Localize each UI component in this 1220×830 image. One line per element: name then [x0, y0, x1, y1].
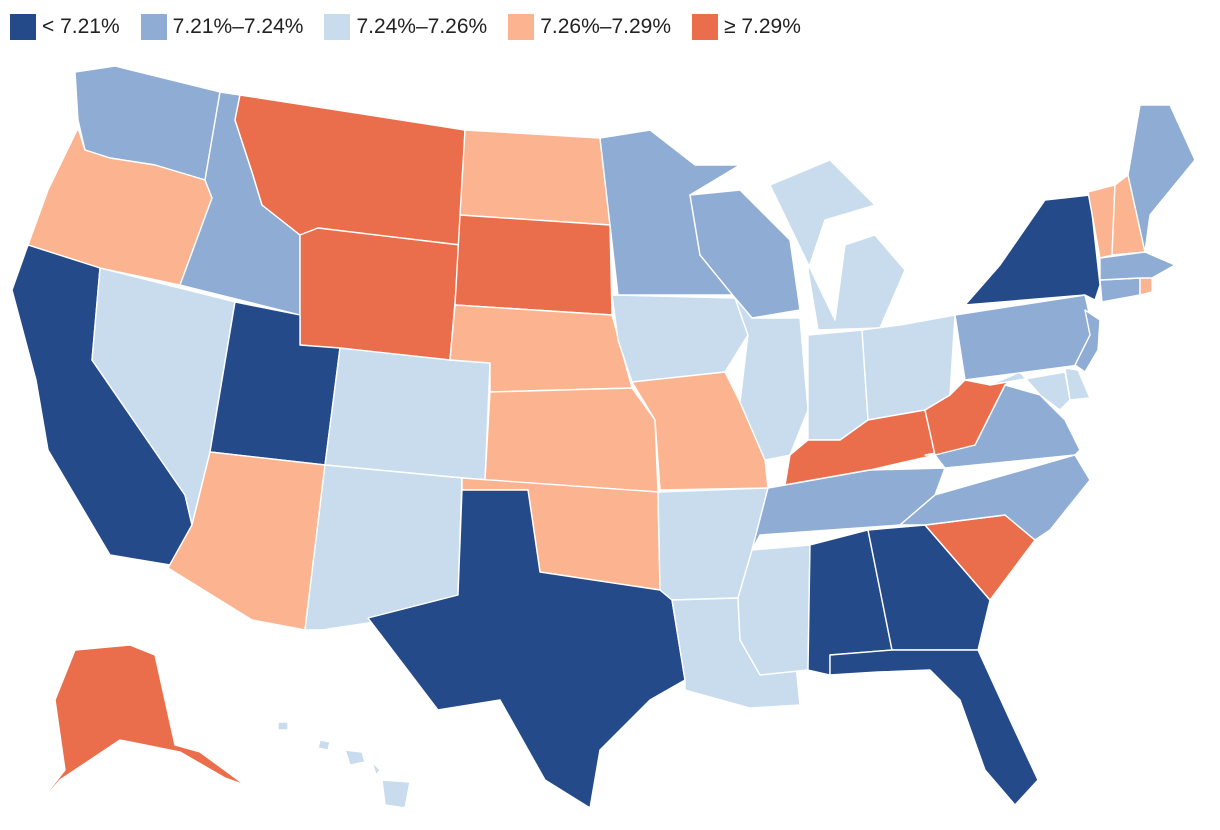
legend-label: 7.24%–7.26%	[356, 15, 488, 38]
state-TX[interactable]	[367, 489, 686, 809]
state-WY[interactable]	[299, 227, 461, 361]
state-FL[interactable]	[829, 649, 1039, 806]
state-MS[interactable]	[737, 544, 811, 676]
state-MA[interactable]	[1099, 251, 1176, 281]
state-DE[interactable]	[1064, 367, 1091, 401]
legend-label: < 7.21%	[42, 15, 120, 38]
state-IA[interactable]	[611, 294, 749, 383]
state-IN[interactable]	[807, 329, 869, 441]
legend-swatch	[10, 14, 36, 40]
legend: < 7.21% 7.21%–7.24% 7.24%–7.26% 7.26%–7.…	[10, 14, 822, 40]
state-NC[interactable]	[899, 454, 1091, 541]
legend-item-bin-4: ≥ 7.29%	[692, 14, 801, 40]
state-CT[interactable]	[1099, 277, 1141, 303]
legend-label: ≥ 7.29%	[724, 15, 801, 38]
legend-item-bin-3: 7.26%–7.29%	[508, 14, 671, 40]
state-SD[interactable]	[454, 214, 613, 316]
state-CO[interactable]	[324, 347, 491, 481]
legend-label: 7.26%–7.29%	[540, 15, 671, 38]
state-RI[interactable]	[1139, 277, 1153, 296]
state-KS[interactable]	[484, 387, 659, 493]
state-NY[interactable]	[964, 194, 1101, 306]
state-HI[interactable]	[277, 721, 411, 809]
legend-swatch	[508, 14, 535, 40]
state-ND[interactable]	[459, 129, 611, 226]
legend-item-bin-1: 7.21%–7.24%	[140, 14, 304, 40]
state-AK[interactable]	[29, 644, 246, 816]
state-GA[interactable]	[867, 524, 991, 651]
state-ME[interactable]	[1127, 104, 1196, 253]
legend-swatch	[692, 14, 718, 40]
legend-item-bin-0: < 7.21%	[10, 14, 120, 40]
legend-swatch	[324, 14, 351, 40]
legend-item-bin-2: 7.24%–7.26%	[324, 14, 487, 40]
state-WI[interactable]	[689, 189, 801, 319]
legend-swatch	[140, 14, 167, 40]
state-NJ[interactable]	[1074, 309, 1101, 373]
state-MI[interactable]	[769, 159, 906, 331]
state-MO[interactable]	[631, 371, 769, 491]
legend-label: 7.21%–7.24%	[172, 15, 304, 38]
state-PA[interactable]	[954, 294, 1096, 381]
